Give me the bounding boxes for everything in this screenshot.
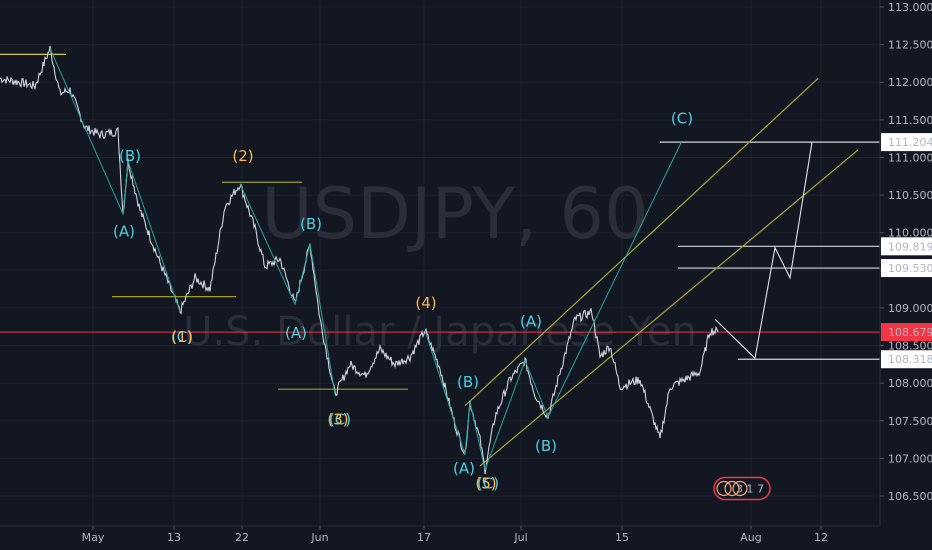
wave-label: (4) (415, 294, 436, 312)
wave-label: (B) (300, 215, 322, 233)
price-tick-label: 108.500 (888, 340, 932, 353)
time-tick-label: 15 (615, 531, 629, 544)
price-tag-box (881, 323, 932, 342)
price-tick-label: 107.500 (888, 415, 932, 428)
wave-label: (C) (477, 474, 499, 492)
wave-label: (A) (285, 324, 307, 342)
wave-label: (C) (671, 110, 693, 128)
event-badge-circle (732, 480, 748, 497)
projection-path (714, 142, 813, 360)
wave-label: (B) (119, 147, 141, 165)
price-tick-label: 106.500 (888, 490, 932, 503)
watermark-symbol: USDJPY, 60 (261, 173, 648, 255)
event-badge-circle (716, 480, 732, 497)
time-tick-label: Aug (740, 531, 761, 544)
wave-line (484, 140, 683, 470)
price-axis[interactable]: 113.000 112.500 112.000 111.500 111.000 110.5… (879, 0, 932, 526)
wave-label: (1) (171, 328, 192, 346)
wave-label: (5) (475, 474, 496, 492)
event-badge[interactable]: 3 1 7 (713, 476, 771, 501)
time-tick-label: 12 (814, 531, 828, 544)
grid (0, 0, 880, 526)
price-tag-label: 108.318 (888, 353, 932, 366)
price-tag-label: 109.819 (888, 240, 932, 253)
time-tick-label: Jun (310, 531, 328, 544)
channel-line (464, 78, 819, 407)
wave-label: (2) (232, 147, 253, 165)
price-tick-label: 110.500 (888, 189, 932, 202)
price-tick-label: 107.000 (888, 452, 932, 465)
horizontal-levels (0, 53, 880, 390)
wave-label: (A) (113, 222, 135, 240)
price-tick-label: 109.000 (888, 302, 932, 315)
wave-labels: (B)(A)(C)(1)(2)(B)(A)(C)(3)(4)(B)(A)(C)(… (113, 110, 693, 493)
wave-line (49, 48, 181, 312)
wave-label: (C) (171, 328, 193, 346)
time-tick-label: 17 (417, 531, 431, 544)
wave-label: (C) (329, 411, 351, 429)
price-tag-box (881, 350, 932, 369)
price-tick-label: 112.000 (888, 76, 932, 89)
wave-lines (49, 48, 683, 470)
wave-line (424, 330, 486, 470)
time-tick-label: Jul (513, 531, 527, 544)
price-tags: 111.204 109.819 109.530 108.679 108.318 (881, 133, 932, 369)
time-tick-label: May (82, 531, 105, 544)
trend-channel (464, 78, 859, 467)
time-tick-label: 13 (167, 531, 181, 544)
price-series (0, 45, 719, 475)
price-tick-label: 111.500 (888, 114, 932, 127)
price-tag-box (881, 237, 932, 256)
price-tick-label: 108.000 (888, 377, 932, 390)
wave-label: (B) (535, 437, 557, 455)
event-badge-circle (724, 480, 740, 497)
time-tick-label: 22 (235, 531, 249, 544)
price-tag-label: 109.530 (888, 262, 932, 275)
price-tag-box (881, 259, 932, 278)
price-tick-label: 111.000 (888, 151, 932, 164)
event-badge-label: 3 1 7 (736, 482, 764, 495)
wave-label: (B) (457, 373, 479, 391)
wave-label: (3) (327, 411, 348, 429)
price-tag-box (881, 133, 932, 152)
time-axis[interactable]: May 13 22 Jun 17 Jul 15 Aug 12 (0, 525, 880, 544)
channel-line (479, 149, 859, 467)
price-tick-label: 112.500 (888, 39, 932, 52)
price-tag-label: 108.679 (888, 326, 932, 339)
price-tick-label: 110.000 (888, 227, 932, 240)
wave-label: (A) (453, 459, 475, 477)
wave-line (239, 183, 336, 395)
wave-label: (A) (520, 313, 542, 331)
price-tag-label: 111.204 (888, 136, 932, 149)
price-tick-label: 113.000 (888, 1, 932, 14)
